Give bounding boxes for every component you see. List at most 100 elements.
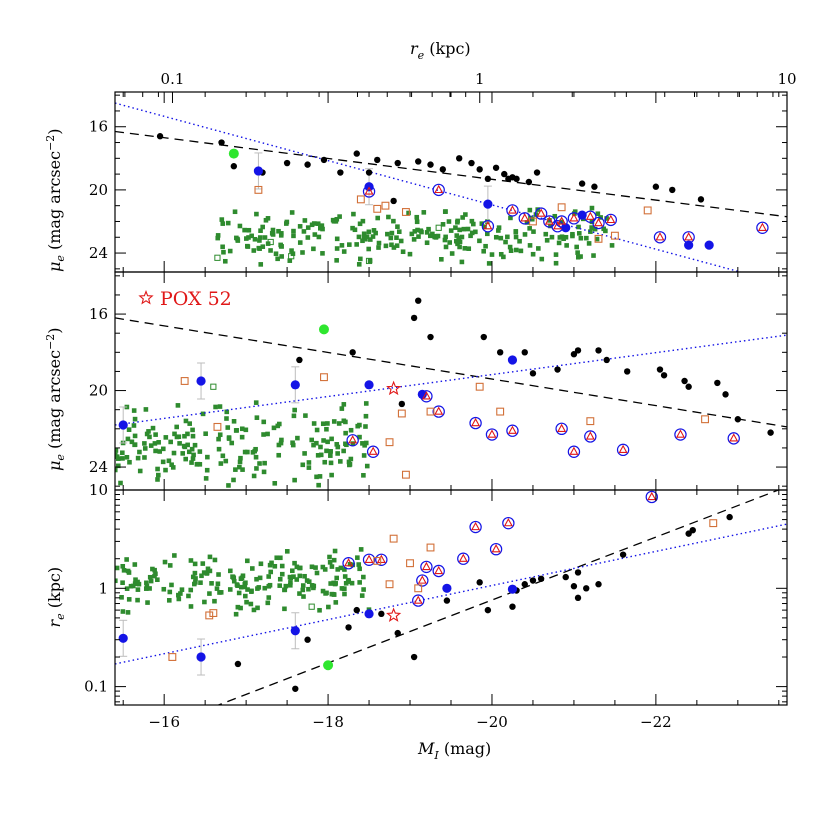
green-square-point (363, 440, 369, 446)
green-square-point (278, 233, 284, 238)
black-dot-point (669, 186, 676, 194)
green-square-point (277, 583, 283, 588)
green-square-point (350, 225, 355, 231)
green-square-point (465, 226, 471, 232)
green-square-point (265, 431, 270, 437)
green-square-point (225, 425, 231, 430)
green-square-point (290, 442, 296, 448)
green-square-point (257, 575, 263, 581)
green-square-point (242, 449, 248, 455)
black-dot-point (685, 383, 692, 390)
green-square-point (469, 230, 475, 236)
green-square-point (232, 209, 238, 215)
green-square-point (176, 596, 182, 602)
green-square-point (144, 583, 150, 589)
green-square-point (507, 244, 513, 250)
ringed-triangle-ring (489, 542, 503, 556)
green-square-point (163, 435, 169, 440)
green-square-point (190, 456, 196, 461)
green-square-point (192, 570, 198, 576)
green-square-point (237, 459, 243, 465)
green-square-point (291, 228, 296, 234)
open-orange-square-point (254, 185, 263, 194)
black-dot-point (513, 175, 520, 183)
black-dot-point (337, 169, 344, 176)
green-square-point (266, 574, 271, 579)
green-square-point (564, 243, 569, 248)
green-square-point (517, 238, 522, 244)
green-square-point (594, 236, 600, 242)
green-square-point (266, 584, 272, 589)
green-square-point (231, 477, 236, 483)
green-square-point (331, 419, 337, 424)
green-square-point (166, 598, 172, 603)
green-square-point (297, 224, 303, 229)
open-orange-square-point (373, 204, 382, 213)
green-square-point (319, 223, 325, 228)
blue-dot-point (290, 380, 300, 390)
y-axis-label: μe (mag arcsec−2) (44, 128, 67, 272)
green-square-point (186, 593, 191, 599)
green-square-point (323, 591, 328, 596)
green-square-point (127, 459, 132, 465)
green-square-point (242, 227, 247, 233)
green-square-point (220, 221, 226, 226)
green-square-point (115, 456, 121, 461)
green-square-point (216, 572, 221, 577)
blue-dot-point (196, 376, 206, 386)
green-square-point (128, 583, 134, 589)
open-orange-square-point (356, 195, 365, 204)
green-square-point (263, 217, 269, 223)
green-square-point (237, 223, 243, 229)
open-orange-square-point (401, 208, 410, 216)
green-square-point (261, 469, 267, 475)
open-orange-square-point (426, 407, 435, 416)
black-dot-point (480, 333, 487, 341)
ringed-triangle-point (471, 521, 481, 531)
green-square-point (135, 597, 140, 603)
green-square-point (406, 210, 411, 216)
ringed-triangle-point (544, 216, 554, 225)
black-dot-point (574, 594, 582, 602)
ringed-triangle-point (647, 491, 657, 501)
green-square-point (115, 448, 119, 453)
green-square-point (361, 587, 366, 592)
black-dot-point (218, 139, 225, 146)
green-square-point (118, 480, 123, 486)
black-dashed-fit-line (115, 130, 787, 218)
open-orange-square-point (475, 382, 484, 391)
green-square-point (300, 462, 306, 468)
ringed-triangle-point (618, 444, 628, 453)
ringed-triangle-ring (481, 220, 495, 233)
green-square-point (115, 565, 120, 571)
green-square-point (191, 452, 196, 458)
green-square-point (250, 566, 255, 571)
green-square-point (278, 440, 284, 446)
green-square-point (592, 226, 598, 232)
green-square-point (203, 431, 208, 437)
ringed-triangle-point (364, 554, 374, 563)
green-square-point (322, 459, 328, 465)
green-square-point (279, 244, 284, 249)
green-square-point (260, 244, 266, 249)
plot-area-bottom (115, 490, 787, 705)
black-dot-point (619, 551, 627, 558)
green-square-point (388, 235, 394, 241)
green-square-point (125, 610, 131, 615)
green-square-point (290, 440, 295, 446)
green-square-point (493, 234, 499, 240)
green-square-point (409, 231, 415, 237)
green-square-point (503, 239, 508, 245)
green-square-point (309, 437, 315, 443)
green-square-point (505, 234, 510, 240)
green-square-point (544, 238, 550, 243)
green-square-point (132, 416, 138, 422)
green-square-point (183, 418, 189, 424)
green-square-point (316, 234, 322, 240)
green-square-point (198, 580, 203, 585)
green-square-point (508, 248, 514, 253)
ringed-triangle-point (417, 575, 427, 584)
green-square-point (314, 474, 319, 480)
black-dot-point (734, 416, 742, 423)
black-dot-point (603, 356, 610, 364)
